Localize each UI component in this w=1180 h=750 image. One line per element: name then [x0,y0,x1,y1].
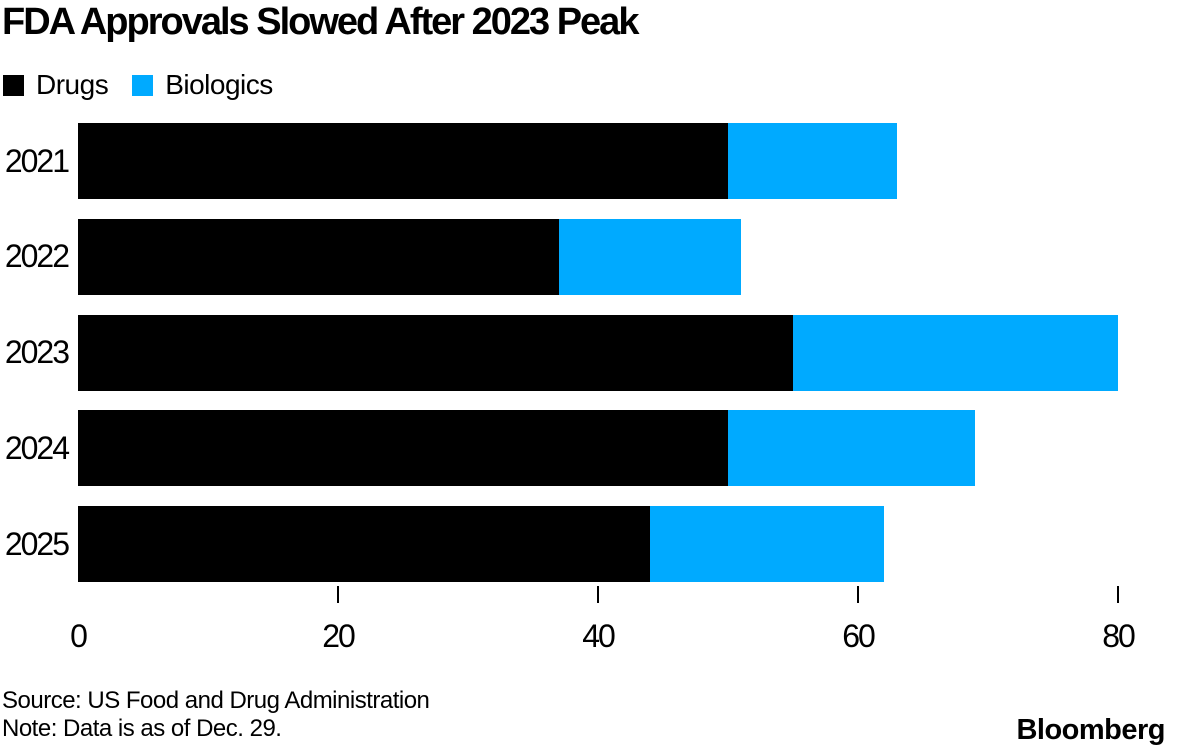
x-axis-tick-80 [1117,586,1119,603]
drugs-swatch-icon [3,74,24,96]
bar-segment-drugs-2022 [78,218,559,295]
bar-row-2025: 2025 [0,506,1180,582]
note-line: Note: Data is as of Dec. 29. [2,715,282,742]
bar-row-2023: 2023 [0,314,1180,391]
x-axis-tick-label-60: 60 [842,618,876,654]
biologics-swatch-icon [132,74,154,96]
x-axis: 0 20 40 60 80 [0,582,1180,662]
source-note: Source: US Food and Drug Administration … [2,687,430,743]
chart-title: FDA Approvals Slowed After 2023 Peak [2,1,639,43]
bar-segment-drugs-2023 [78,314,793,391]
x-axis-tick-40 [597,586,599,603]
x-axis-tick-label-0: 0 [70,618,88,654]
bar-segment-biologics-2024 [728,410,975,487]
x-axis-tick-label-40: 40 [582,618,616,654]
x-axis-tick-label-20: 20 [322,618,356,654]
bar-segment-drugs-2021 [78,123,728,199]
bar-segment-biologics-2023 [793,314,1118,391]
source-line: Source: US Food and Drug Administration [2,687,430,714]
bar-segment-drugs-2025 [78,506,650,582]
bar-row-2022: 2022 [0,218,1180,295]
bar-row-2024: 2024 [0,410,1180,487]
bar-row-2021: 2021 [0,123,1180,199]
bar-segment-biologics-2025 [650,506,884,582]
legend-label-drugs: Drugs [36,69,109,100]
x-axis-tick-60 [857,586,859,603]
x-axis-tick-20 [337,586,339,603]
y-axis-label-2022: 2022 [4,238,70,275]
bar-segment-biologics-2022 [559,218,741,295]
legend-label-biologics: Biologics [165,69,273,100]
legend: Drugs Biologics [3,69,273,101]
y-axis-label-2025: 2025 [4,525,70,562]
y-axis-label-2021: 2021 [4,142,70,179]
plot-area: 2021 2022 2023 2024 2025 [0,123,1180,582]
bar-segment-biologics-2021 [728,123,897,199]
bloomberg-logo: Bloomberg [1016,714,1165,746]
legend-item-drugs: Drugs [3,69,109,101]
bar-segment-drugs-2024 [78,410,728,487]
y-axis-label-2023: 2023 [4,334,70,370]
legend-item-biologics: Biologics [132,69,273,101]
x-axis-tick-label-80: 80 [1102,618,1136,654]
y-axis-label-2024: 2024 [4,429,70,466]
